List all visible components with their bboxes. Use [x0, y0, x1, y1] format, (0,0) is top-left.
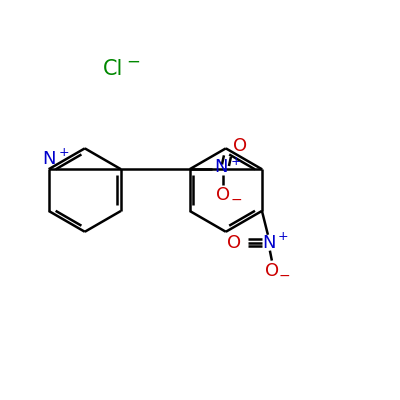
Text: O: O	[227, 234, 241, 252]
Text: −: −	[126, 53, 140, 71]
Text: +: +	[278, 230, 288, 243]
Text: O: O	[216, 186, 230, 204]
Text: Cl: Cl	[102, 59, 123, 79]
Text: +: +	[230, 155, 241, 168]
Text: O: O	[233, 137, 247, 155]
Text: −: −	[230, 193, 242, 207]
Text: N: N	[262, 234, 276, 252]
Text: N: N	[215, 158, 228, 176]
Text: +: +	[58, 146, 69, 159]
Text: N: N	[42, 150, 56, 168]
Text: −: −	[279, 269, 290, 283]
Text: O: O	[265, 262, 279, 280]
